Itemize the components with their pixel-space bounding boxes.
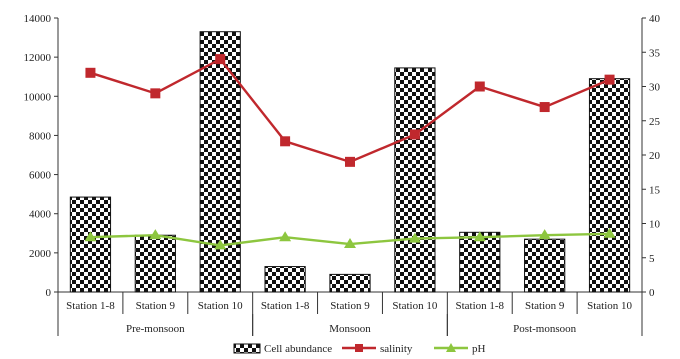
left-tick-label: 0 [46,287,52,299]
marker-salinity [150,88,161,99]
right-tick-label: 5 [649,253,655,265]
marker-ph [603,227,616,238]
legend-label: pH [472,343,486,355]
legend-marker-salinity [355,344,363,352]
left-tick-label: 2000 [29,248,52,260]
group-label: Monsoon [329,323,371,335]
marker-salinity [539,102,550,113]
left-tick-label: 6000 [29,170,52,182]
plot-area: 0 2000 4000 6000 8000 10000 12000 14000 0 5 10 15 20… [24,13,661,355]
bar-cell-abundance [459,231,501,293]
right-tick-label: 15 [649,184,661,196]
left-tick-label: 10000 [24,91,52,103]
marker-ph [538,229,551,240]
group-label: Pre-monsoon [126,323,185,335]
marker-ph [84,231,97,242]
right-tick-label: 40 [649,13,661,25]
category-label: Station 1-8 [455,300,504,312]
marker-ph [473,231,486,242]
right-tick-label: 30 [649,82,661,94]
category-label: Station 9 [136,300,176,312]
marker-ph [149,229,162,240]
marker-salinity [215,54,226,65]
marker-ph [214,239,227,250]
marker-salinity [604,74,615,85]
right-tick-label: 20 [649,150,661,162]
line-salinity [90,57,611,164]
category-label: Station 10 [587,300,632,312]
category-label: Station 10 [392,300,437,312]
right-tick-label: 0 [649,287,655,299]
bar-cell-abundance [134,234,176,293]
legend-label: Cell abundance [264,343,332,355]
marker-salinity [474,81,485,92]
legend-label: salinity [380,343,413,355]
marker-salinity [85,67,96,78]
category-label: Station 1-8 [261,300,310,312]
marker-ph [279,231,292,242]
bar-cell-abundance [394,67,436,293]
category-label: Station 9 [330,300,370,312]
right-tick-label: 35 [649,47,661,59]
left-tick-label: 8000 [29,130,52,142]
bar-cell-abundance [69,196,112,293]
marker-ph [344,238,356,249]
bar-cell-abundance [524,238,566,293]
right-tick-label: 25 [649,116,661,128]
marker-salinity [409,129,420,140]
category-label: Station 10 [198,300,243,312]
legend-marker-ph [446,343,456,352]
marker-ph [408,232,421,243]
left-tick-label: 4000 [29,209,52,221]
right-tick-label: 10 [649,219,661,231]
bar-cell-abundance [199,31,241,293]
bar-cell-abundance [588,78,631,293]
left-tick-label: 12000 [24,52,52,64]
left-tick-label: 14000 [24,13,52,25]
marker-salinity [280,136,291,147]
category-label: Station 9 [525,300,565,312]
bar-cell-abundance [264,266,306,293]
group-label: Post-monsoon [513,323,576,335]
legend-swatch-cell-abundance [233,343,261,354]
marker-salinity [345,156,355,167]
bar-cell-abundance [329,273,371,293]
category-label: Station 1-8 [66,300,115,312]
